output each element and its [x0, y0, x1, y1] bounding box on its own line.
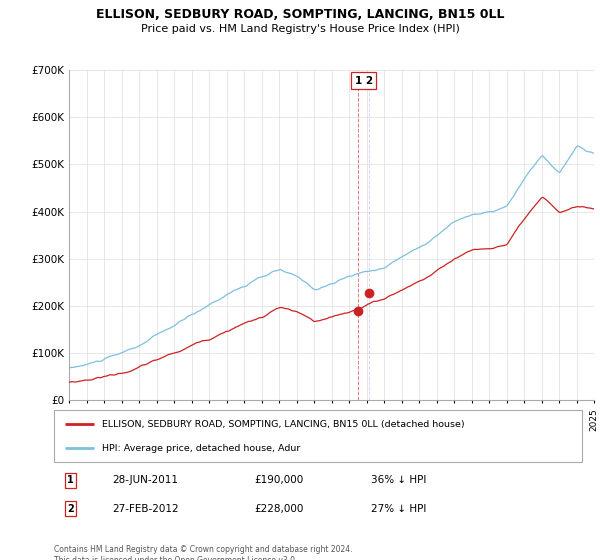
- Text: 2: 2: [67, 504, 74, 514]
- Text: 27% ↓ HPI: 27% ↓ HPI: [371, 504, 426, 514]
- Text: £228,000: £228,000: [254, 504, 304, 514]
- Text: 1 2: 1 2: [355, 76, 373, 86]
- Text: Price paid vs. HM Land Registry's House Price Index (HPI): Price paid vs. HM Land Registry's House …: [140, 24, 460, 34]
- FancyBboxPatch shape: [54, 410, 582, 462]
- Text: HPI: Average price, detached house, Adur: HPI: Average price, detached house, Adur: [101, 444, 300, 452]
- Text: ELLISON, SEDBURY ROAD, SOMPTING, LANCING, BN15 0LL: ELLISON, SEDBURY ROAD, SOMPTING, LANCING…: [96, 8, 504, 21]
- Text: £190,000: £190,000: [254, 475, 304, 485]
- Text: 36% ↓ HPI: 36% ↓ HPI: [371, 475, 426, 485]
- Text: 1: 1: [67, 475, 74, 485]
- Text: Contains HM Land Registry data © Crown copyright and database right 2024.
This d: Contains HM Land Registry data © Crown c…: [54, 545, 353, 560]
- Text: ELLISON, SEDBURY ROAD, SOMPTING, LANCING, BN15 0LL (detached house): ELLISON, SEDBURY ROAD, SOMPTING, LANCING…: [101, 420, 464, 429]
- Text: 28-JUN-2011: 28-JUN-2011: [112, 475, 178, 485]
- Text: 27-FEB-2012: 27-FEB-2012: [112, 504, 179, 514]
